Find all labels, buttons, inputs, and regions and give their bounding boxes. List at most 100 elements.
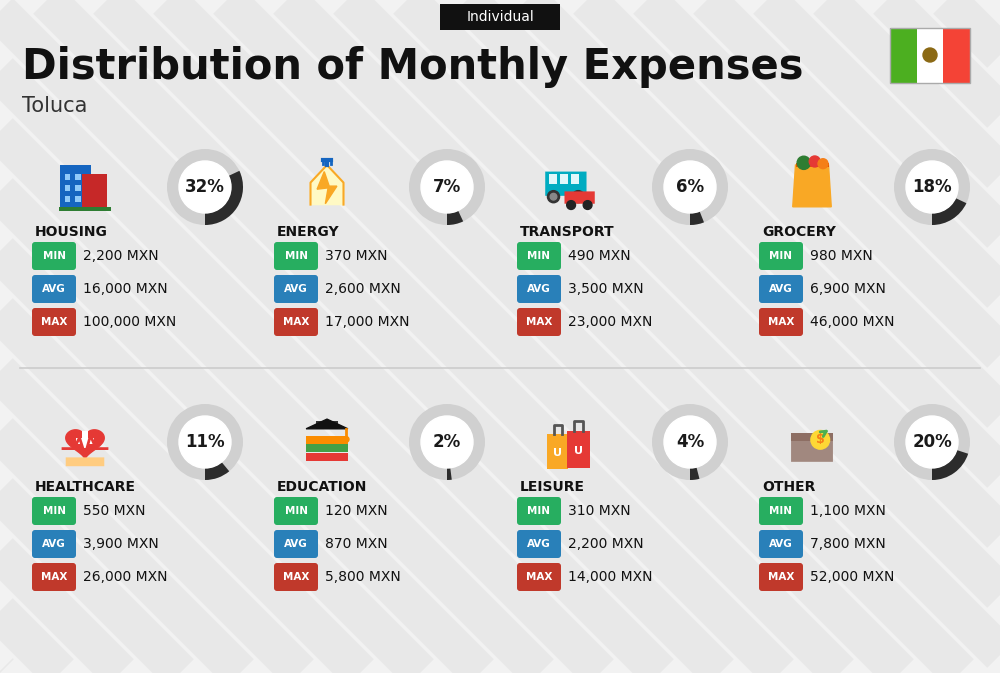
Text: 4%: 4%	[676, 433, 704, 451]
Circle shape	[567, 201, 576, 209]
Text: MAX: MAX	[526, 572, 552, 582]
Wedge shape	[447, 468, 452, 480]
Wedge shape	[894, 149, 970, 225]
Circle shape	[344, 437, 349, 442]
Circle shape	[421, 416, 473, 468]
Text: AVG: AVG	[284, 284, 308, 294]
Text: MAX: MAX	[283, 572, 309, 582]
FancyBboxPatch shape	[32, 563, 76, 591]
FancyBboxPatch shape	[75, 174, 81, 180]
Text: EDUCATION: EDUCATION	[277, 480, 367, 494]
Text: MAX: MAX	[768, 317, 794, 327]
FancyBboxPatch shape	[82, 431, 88, 448]
Text: 32%: 32%	[185, 178, 225, 196]
FancyBboxPatch shape	[791, 433, 833, 462]
FancyBboxPatch shape	[517, 242, 561, 270]
Text: Distribution of Monthly Expenses: Distribution of Monthly Expenses	[22, 46, 804, 88]
Text: HOUSING: HOUSING	[35, 225, 108, 239]
FancyBboxPatch shape	[274, 275, 318, 303]
Wedge shape	[167, 149, 243, 225]
Circle shape	[906, 161, 958, 213]
Wedge shape	[447, 211, 463, 225]
Text: 17,000 MXN: 17,000 MXN	[325, 315, 410, 329]
FancyBboxPatch shape	[517, 497, 561, 525]
Circle shape	[906, 416, 958, 468]
Text: 26,000 MXN: 26,000 MXN	[83, 570, 168, 584]
FancyBboxPatch shape	[274, 563, 318, 591]
Text: 18%: 18%	[912, 178, 952, 196]
Text: 46,000 MXN: 46,000 MXN	[810, 315, 895, 329]
Wedge shape	[932, 450, 968, 480]
Wedge shape	[932, 198, 966, 225]
FancyBboxPatch shape	[759, 497, 803, 525]
Wedge shape	[652, 404, 728, 480]
FancyBboxPatch shape	[316, 421, 338, 429]
FancyBboxPatch shape	[32, 530, 76, 558]
Text: 3,900 MXN: 3,900 MXN	[83, 537, 159, 551]
FancyBboxPatch shape	[274, 308, 318, 336]
Circle shape	[583, 201, 592, 209]
Circle shape	[179, 416, 231, 468]
Text: MIN: MIN	[285, 251, 308, 261]
Text: 2,600 MXN: 2,600 MXN	[325, 282, 401, 296]
Text: 7,800 MXN: 7,800 MXN	[810, 537, 886, 551]
Text: AVG: AVG	[42, 284, 66, 294]
FancyBboxPatch shape	[791, 433, 833, 441]
Polygon shape	[793, 165, 831, 207]
Circle shape	[811, 431, 830, 449]
Text: 14,000 MXN: 14,000 MXN	[568, 570, 652, 584]
FancyBboxPatch shape	[76, 439, 94, 444]
FancyBboxPatch shape	[759, 308, 803, 336]
FancyBboxPatch shape	[917, 28, 943, 83]
FancyBboxPatch shape	[65, 174, 70, 180]
FancyBboxPatch shape	[440, 4, 560, 30]
Wedge shape	[167, 404, 243, 480]
FancyBboxPatch shape	[517, 308, 561, 336]
Text: U: U	[574, 446, 583, 456]
Polygon shape	[66, 430, 104, 460]
FancyBboxPatch shape	[60, 165, 90, 209]
Text: MAX: MAX	[526, 317, 552, 327]
Text: MAX: MAX	[41, 317, 67, 327]
FancyBboxPatch shape	[274, 530, 318, 558]
FancyBboxPatch shape	[560, 174, 568, 184]
Polygon shape	[310, 165, 344, 205]
FancyBboxPatch shape	[759, 275, 803, 303]
Text: HEALTHCARE: HEALTHCARE	[35, 480, 136, 494]
Wedge shape	[409, 149, 485, 225]
FancyBboxPatch shape	[567, 431, 590, 468]
Wedge shape	[205, 462, 229, 480]
Text: MAX: MAX	[768, 572, 794, 582]
Circle shape	[797, 156, 810, 170]
Text: 52,000 MXN: 52,000 MXN	[810, 570, 894, 584]
Text: 2,200 MXN: 2,200 MXN	[568, 537, 644, 551]
Text: 3,500 MXN: 3,500 MXN	[568, 282, 644, 296]
FancyBboxPatch shape	[274, 497, 318, 525]
Text: 310 MXN: 310 MXN	[568, 504, 631, 518]
FancyBboxPatch shape	[517, 530, 561, 558]
Circle shape	[550, 193, 557, 200]
FancyBboxPatch shape	[545, 172, 587, 196]
Circle shape	[818, 159, 828, 169]
Text: 23,000 MXN: 23,000 MXN	[568, 315, 652, 329]
Text: AVG: AVG	[769, 284, 793, 294]
Text: 370 MXN: 370 MXN	[325, 249, 388, 263]
Polygon shape	[317, 172, 337, 204]
Wedge shape	[690, 211, 704, 225]
Text: AVG: AVG	[42, 539, 66, 549]
Text: AVG: AVG	[527, 284, 551, 294]
Wedge shape	[690, 467, 699, 480]
Circle shape	[923, 48, 937, 62]
Wedge shape	[409, 404, 485, 480]
Text: 6,900 MXN: 6,900 MXN	[810, 282, 886, 296]
Text: 100,000 MXN: 100,000 MXN	[83, 315, 176, 329]
Text: 2%: 2%	[433, 433, 461, 451]
FancyBboxPatch shape	[306, 435, 348, 444]
FancyBboxPatch shape	[571, 174, 579, 184]
FancyBboxPatch shape	[32, 242, 76, 270]
Text: 550 MXN: 550 MXN	[83, 504, 146, 518]
Text: 11%: 11%	[185, 433, 225, 451]
Text: 5,800 MXN: 5,800 MXN	[325, 570, 401, 584]
FancyBboxPatch shape	[547, 433, 568, 469]
FancyBboxPatch shape	[796, 163, 828, 167]
